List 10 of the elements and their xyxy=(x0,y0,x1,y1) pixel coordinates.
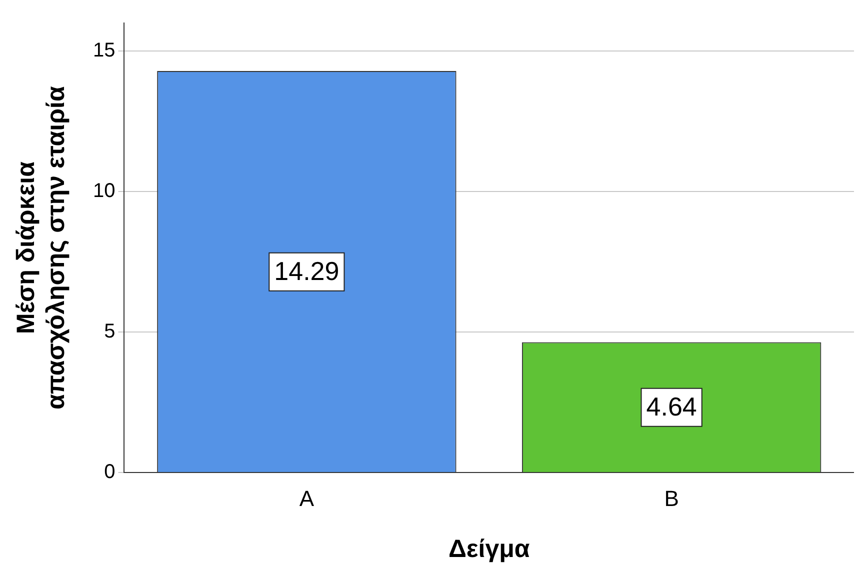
y-tick-label: 10 xyxy=(92,180,116,202)
y-tick-label: 0 xyxy=(104,461,116,484)
data-label: 4.64 xyxy=(646,392,697,422)
y-tick-label: 15 xyxy=(92,40,116,62)
x-axis-title: Δείγμα xyxy=(448,534,530,563)
data-label: 14.29 xyxy=(274,256,340,286)
y-tick-label: 5 xyxy=(104,320,116,343)
y-axis-title: Μέση διάρκεια απασχόλησης στην εταιρία xyxy=(12,86,70,410)
x-tick-label: B xyxy=(664,486,679,511)
x-tick-label: A xyxy=(299,486,314,511)
